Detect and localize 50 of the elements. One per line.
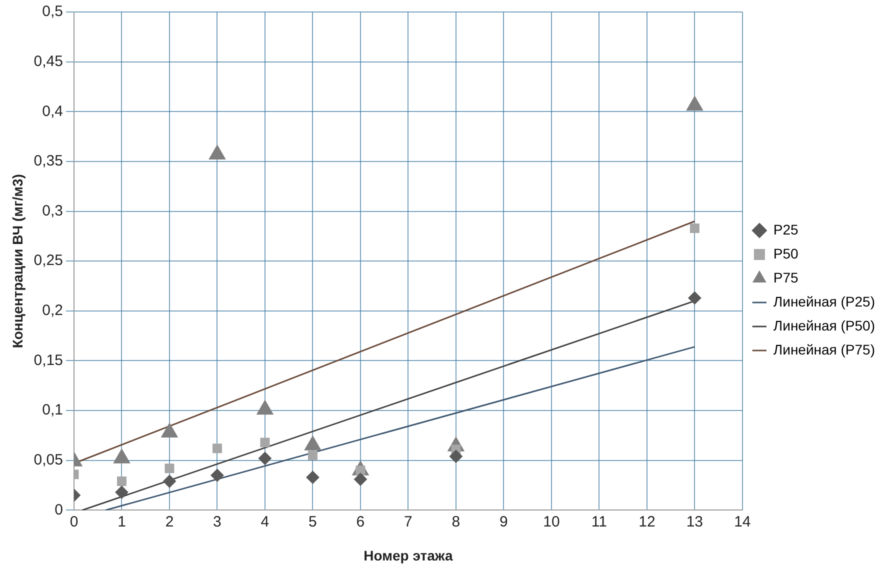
point bbox=[162, 474, 176, 488]
point bbox=[690, 223, 700, 233]
y-tick-label: 0,2 bbox=[42, 302, 63, 320]
point bbox=[212, 444, 222, 454]
y-axis-title: Концентрации ВЧ (мг/м3) bbox=[9, 174, 26, 348]
point bbox=[258, 452, 272, 465]
x-tick-label: 0 bbox=[70, 513, 78, 530]
x-tick-label: 8 bbox=[452, 513, 460, 530]
legend-label: Линейная (P25) bbox=[773, 293, 876, 310]
point bbox=[164, 464, 174, 474]
x-tick-label: 3 bbox=[213, 513, 222, 530]
y-tick-label: 0,35 bbox=[34, 152, 63, 170]
x-tick-label: 5 bbox=[308, 513, 317, 530]
x-tick-label: 11 bbox=[591, 513, 607, 530]
x-tick-label: 4 bbox=[260, 513, 270, 530]
x-tick-label: 2 bbox=[165, 513, 174, 530]
point bbox=[115, 486, 128, 499]
y-tick-label: 0,15 bbox=[34, 352, 63, 369]
legend-label: P50 bbox=[773, 245, 799, 262]
x-tick-label: 9 bbox=[500, 513, 508, 530]
point bbox=[354, 472, 367, 486]
point bbox=[688, 291, 702, 304]
point bbox=[210, 468, 224, 482]
y-tick-label: 0,4 bbox=[42, 102, 63, 120]
y-tick-label: 0,5 bbox=[42, 3, 63, 20]
x-tick-label: 12 bbox=[638, 513, 656, 530]
point bbox=[308, 450, 318, 460]
point bbox=[208, 144, 226, 160]
y-tick-label: 0,3 bbox=[42, 202, 63, 220]
y-tick-label: 0 bbox=[54, 501, 63, 518]
x-tick-label: 14 bbox=[734, 513, 751, 530]
legend-label: P25 bbox=[773, 221, 799, 238]
y-tick-label: 0,25 bbox=[34, 252, 63, 270]
point bbox=[449, 450, 462, 463]
legend-label: Линейная (P75) bbox=[773, 341, 876, 358]
x-tick-label: 1 bbox=[118, 513, 126, 530]
point bbox=[260, 438, 270, 448]
legend-label: Линейная (P50) bbox=[773, 317, 876, 334]
x-tick-label: 6 bbox=[356, 513, 365, 530]
point bbox=[686, 96, 703, 111]
x-axis-title: Номер этажа bbox=[364, 547, 453, 564]
y-tick-label: 0,1 bbox=[42, 402, 63, 419]
x-tick-label: 10 bbox=[543, 513, 560, 530]
y-tick-label: 0,45 bbox=[34, 52, 63, 70]
x-tick-label: 13 bbox=[686, 513, 704, 530]
legend-label: P75 bbox=[773, 269, 799, 286]
point bbox=[116, 476, 126, 486]
point bbox=[306, 470, 320, 484]
x-tick-label: 7 bbox=[404, 513, 412, 530]
y-tick-label: 0,05 bbox=[34, 452, 63, 469]
